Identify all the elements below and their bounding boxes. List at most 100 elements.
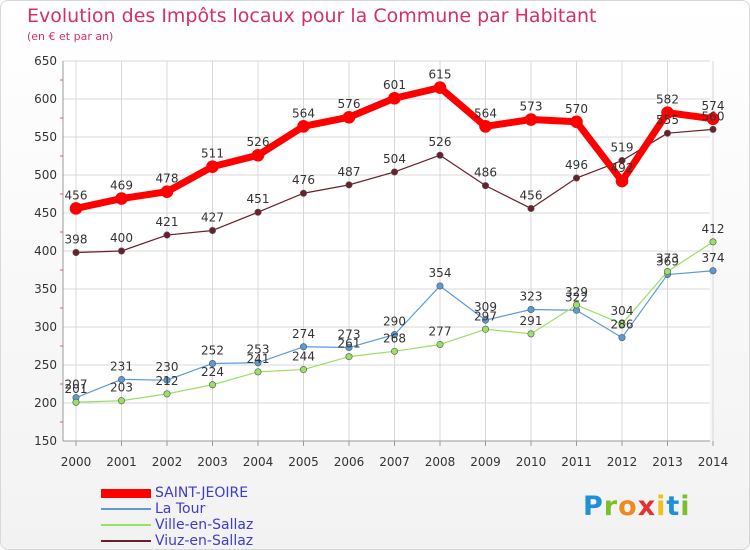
y-tick-label: 200 <box>34 396 57 410</box>
data-point <box>254 368 262 376</box>
y-tick-label: 600 <box>34 92 57 106</box>
data-point <box>345 353 353 361</box>
data-label: 570 <box>565 102 588 116</box>
data-point <box>615 174 629 188</box>
data-label: 469 <box>110 179 133 193</box>
data-point <box>72 398 80 406</box>
data-label: 504 <box>383 152 406 166</box>
data-point <box>524 113 538 126</box>
data-label: 574 <box>702 99 725 113</box>
data-label: 297 <box>474 309 497 323</box>
data-point <box>618 157 626 165</box>
data-point <box>709 125 717 133</box>
y-tick-label: 500 <box>34 168 57 182</box>
data-label: 253 <box>247 343 270 357</box>
data-label: 230 <box>156 360 179 374</box>
data-label: 201 <box>65 382 88 396</box>
data-point <box>345 344 353 352</box>
data-label: 329 <box>565 285 588 299</box>
data-point <box>299 343 307 351</box>
legend-label: SAINT-JEOIRE <box>155 485 249 501</box>
data-label: 421 <box>156 215 179 229</box>
legend-item: Ville-en-Sallaz <box>101 517 253 533</box>
data-label: 398 <box>65 233 88 247</box>
data-label: 274 <box>292 327 315 341</box>
data-label: 290 <box>383 315 406 329</box>
data-label: 451 <box>247 192 270 206</box>
data-label: 369 <box>656 255 679 269</box>
data-label: 555 <box>656 113 679 127</box>
x-tick-label: 2012 <box>607 455 638 469</box>
y-tick-label: 250 <box>34 358 57 372</box>
data-label: 601 <box>383 78 406 92</box>
x-tick-label: 2003 <box>197 455 228 469</box>
data-point <box>390 331 398 339</box>
data-label: 244 <box>292 350 315 364</box>
data-label: 478 <box>156 172 179 186</box>
legend-item: Viuz-en-Sallaz <box>101 533 253 549</box>
x-tick-label: 2007 <box>379 455 410 469</box>
data-point <box>251 148 265 162</box>
data-point <box>527 330 535 338</box>
logo-letter: x <box>637 491 657 522</box>
data-point <box>436 340 444 348</box>
x-tick-label: 2001 <box>106 455 137 469</box>
y-tick-label: 300 <box>34 320 57 334</box>
data-label: 241 <box>247 352 270 366</box>
x-tick-label: 2000 <box>61 455 92 469</box>
data-point <box>163 390 171 398</box>
y-tick-label: 150 <box>34 434 57 448</box>
data-label: 286 <box>611 318 634 332</box>
x-tick-label: 2010 <box>516 455 547 469</box>
data-label: 273 <box>338 328 361 342</box>
data-point <box>572 301 580 309</box>
data-label: 252 <box>201 343 224 357</box>
data-label: 511 <box>201 147 224 161</box>
data-label: 576 <box>338 97 361 111</box>
data-point <box>390 347 398 355</box>
data-point <box>709 267 717 275</box>
data-label: 615 <box>429 68 452 82</box>
y-tick-label: 350 <box>34 282 57 296</box>
legend-item: SAINT-JEOIRE <box>101 485 248 501</box>
data-point <box>481 182 489 190</box>
data-point <box>345 181 353 189</box>
data-point <box>663 268 671 276</box>
data-label: 412 <box>702 222 725 236</box>
data-label: 573 <box>520 100 543 114</box>
data-point <box>69 202 83 215</box>
legend-label: Ville-en-Sallaz <box>155 517 254 533</box>
logo-letter: r <box>603 491 619 522</box>
data-point <box>299 366 307 374</box>
data-point <box>254 359 262 367</box>
data-point <box>209 226 217 234</box>
data-point <box>118 375 126 383</box>
data-point <box>163 231 171 239</box>
logo-letter: i <box>680 491 691 522</box>
y-tick-label: 400 <box>34 244 57 258</box>
data-label: 564 <box>292 106 315 120</box>
data-label: 261 <box>338 337 361 351</box>
data-label: 203 <box>110 381 133 395</box>
legend-swatch <box>101 508 151 510</box>
data-label: 476 <box>292 173 315 187</box>
data-point <box>663 129 671 137</box>
data-point <box>706 112 720 126</box>
x-tick-label: 2006 <box>334 455 365 469</box>
x-tick-label: 2009 <box>470 455 501 469</box>
data-point <box>342 110 356 124</box>
data-point <box>527 204 535 212</box>
data-label: 456 <box>65 188 88 202</box>
data-point <box>572 174 580 182</box>
data-label: 291 <box>520 314 543 328</box>
data-point <box>570 115 583 129</box>
x-tick-label: 2013 <box>652 455 683 469</box>
data-label: 322 <box>565 290 588 304</box>
x-tick-label: 2014 <box>698 455 729 469</box>
data-label: 564 <box>474 106 497 120</box>
data-point <box>254 208 262 216</box>
logo-letter: t <box>666 491 681 522</box>
chart-title: Evolution des Impôts locaux pour la Comm… <box>27 5 597 27</box>
data-point <box>297 120 310 133</box>
